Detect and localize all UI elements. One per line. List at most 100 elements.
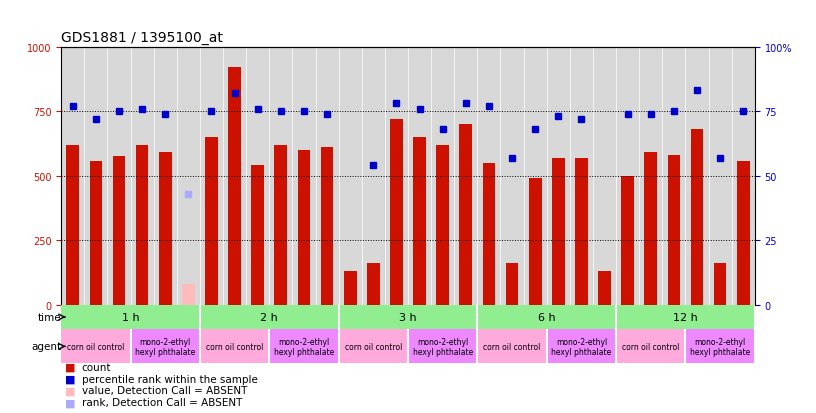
Bar — [547, 330, 616, 363]
Text: mono-2-ethyl
hexyl phthalate: mono-2-ethyl hexyl phthalate — [690, 337, 750, 356]
Bar — [298, 150, 310, 305]
Bar — [66, 145, 79, 305]
Bar — [113, 157, 126, 305]
Bar — [90, 162, 102, 305]
Text: percentile rank within the sample: percentile rank within the sample — [82, 374, 258, 384]
Bar — [269, 330, 339, 363]
Bar — [621, 176, 634, 305]
Bar — [547, 47, 570, 305]
Bar — [339, 305, 477, 330]
Bar — [316, 47, 339, 305]
Bar — [344, 271, 357, 305]
Bar — [390, 119, 403, 305]
Text: GDS1881 / 1395100_at: GDS1881 / 1395100_at — [61, 31, 223, 45]
Bar — [506, 263, 518, 305]
Text: mono-2-ethyl
hexyl phthalate: mono-2-ethyl hexyl phthalate — [135, 337, 195, 356]
Bar — [500, 47, 524, 305]
Bar — [593, 47, 616, 305]
Bar — [477, 330, 547, 363]
Bar — [459, 125, 472, 305]
Bar — [598, 271, 611, 305]
Bar — [437, 145, 449, 305]
Bar — [737, 162, 750, 305]
Bar — [529, 179, 542, 305]
Bar — [200, 330, 269, 363]
Text: mono-2-ethyl
hexyl phthalate: mono-2-ethyl hexyl phthalate — [274, 337, 334, 356]
Text: 3 h: 3 h — [399, 312, 417, 322]
Bar — [131, 330, 200, 363]
Bar — [482, 163, 495, 305]
Bar — [408, 47, 431, 305]
Text: 6 h: 6 h — [538, 312, 556, 322]
Bar — [135, 145, 149, 305]
Bar — [645, 153, 657, 305]
Bar — [292, 47, 316, 305]
Text: corn oil control: corn oil control — [206, 342, 264, 351]
Bar — [477, 47, 500, 305]
Bar — [431, 47, 455, 305]
Bar — [153, 47, 177, 305]
Bar — [246, 47, 269, 305]
Bar — [639, 47, 663, 305]
Bar — [361, 47, 385, 305]
Bar — [367, 263, 379, 305]
Text: count: count — [82, 362, 111, 372]
Bar — [182, 284, 195, 305]
Text: ■: ■ — [65, 362, 76, 372]
Text: 12 h: 12 h — [673, 312, 698, 322]
Bar — [385, 47, 408, 305]
Text: ■: ■ — [65, 374, 76, 384]
Bar — [251, 166, 264, 305]
Bar — [228, 68, 241, 305]
Bar — [616, 47, 639, 305]
Bar — [685, 330, 755, 363]
Bar — [321, 148, 334, 305]
Bar — [732, 47, 755, 305]
Text: ■: ■ — [65, 397, 76, 407]
Bar — [200, 47, 223, 305]
Text: corn oil control: corn oil control — [67, 342, 125, 351]
Bar — [61, 330, 131, 363]
Bar — [223, 47, 246, 305]
Text: time: time — [38, 312, 61, 322]
Bar — [575, 158, 588, 305]
Text: 2 h: 2 h — [260, 312, 278, 322]
Bar — [690, 130, 703, 305]
Bar — [616, 305, 755, 330]
Text: value, Detection Call = ABSENT: value, Detection Call = ABSENT — [82, 385, 247, 396]
Bar — [663, 47, 685, 305]
Text: mono-2-ethyl
hexyl phthalate: mono-2-ethyl hexyl phthalate — [552, 337, 611, 356]
Bar — [714, 263, 726, 305]
Bar — [477, 305, 616, 330]
Bar — [61, 305, 200, 330]
Bar — [667, 156, 681, 305]
Bar — [200, 305, 339, 330]
Bar — [108, 47, 131, 305]
Bar — [616, 330, 685, 363]
Bar — [177, 47, 200, 305]
Bar — [274, 145, 287, 305]
Bar — [84, 47, 108, 305]
Text: rank, Detection Call = ABSENT: rank, Detection Call = ABSENT — [82, 397, 242, 407]
Bar — [413, 138, 426, 305]
Bar — [524, 47, 547, 305]
Text: mono-2-ethyl
hexyl phthalate: mono-2-ethyl hexyl phthalate — [413, 337, 472, 356]
Text: 1 h: 1 h — [122, 312, 140, 322]
Bar — [408, 330, 477, 363]
Bar — [159, 153, 171, 305]
Bar — [455, 47, 477, 305]
Text: corn oil control: corn oil control — [622, 342, 680, 351]
Bar — [685, 47, 708, 305]
Text: corn oil control: corn oil control — [344, 342, 402, 351]
Bar — [61, 47, 84, 305]
Bar — [552, 158, 565, 305]
Bar — [205, 138, 218, 305]
Text: ■: ■ — [65, 385, 76, 396]
Text: agent: agent — [31, 342, 61, 351]
Bar — [339, 47, 361, 305]
Text: corn oil control: corn oil control — [483, 342, 541, 351]
Bar — [339, 330, 408, 363]
Bar — [708, 47, 732, 305]
Bar — [570, 47, 593, 305]
Bar — [131, 47, 153, 305]
